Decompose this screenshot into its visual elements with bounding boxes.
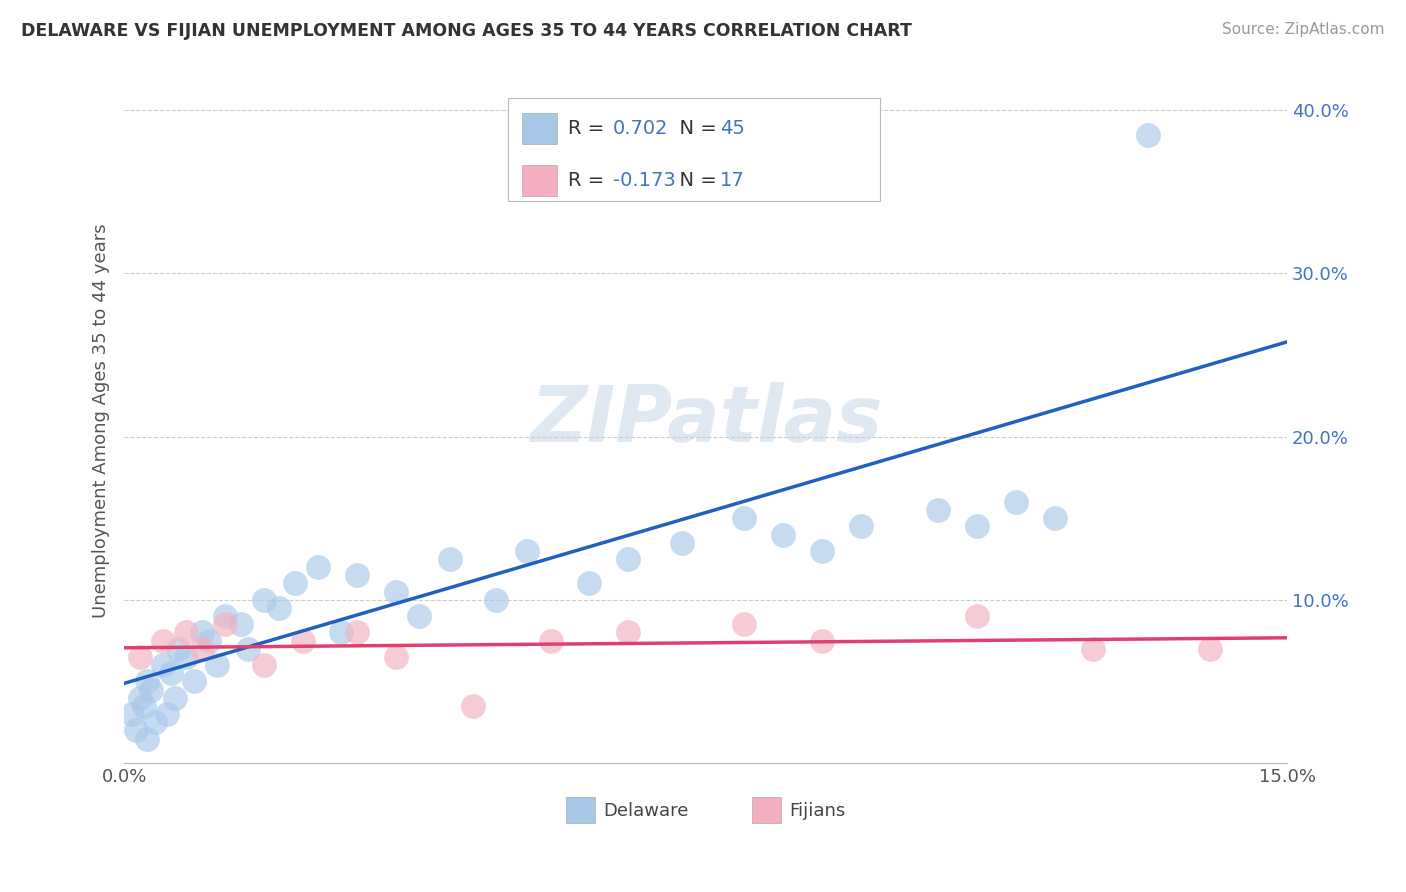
Text: N =: N = — [668, 120, 723, 138]
Point — [198, 633, 221, 648]
Point — [346, 568, 368, 582]
Point — [1083, 641, 1105, 656]
Point — [578, 576, 600, 591]
Point — [733, 511, 755, 525]
Bar — [522, 165, 557, 195]
Point — [128, 690, 150, 705]
Bar — [522, 113, 557, 145]
Point — [617, 625, 640, 640]
Point — [152, 633, 174, 648]
Point — [214, 609, 236, 624]
Point — [121, 707, 143, 722]
Point — [190, 641, 212, 656]
Point — [330, 625, 353, 640]
Point — [128, 649, 150, 664]
Point — [174, 625, 197, 640]
Point — [516, 544, 538, 558]
Point — [159, 666, 181, 681]
Point — [183, 674, 205, 689]
Point — [408, 609, 430, 624]
Point — [125, 723, 148, 738]
Point — [461, 698, 484, 713]
Point — [384, 649, 406, 664]
Point — [602, 152, 624, 166]
Point — [167, 641, 190, 656]
Point — [346, 625, 368, 640]
Point — [190, 625, 212, 640]
Text: R =: R = — [568, 170, 612, 190]
Point — [132, 698, 155, 713]
Text: R =: R = — [568, 120, 612, 138]
Point — [253, 592, 276, 607]
Y-axis label: Unemployment Among Ages 35 to 44 years: Unemployment Among Ages 35 to 44 years — [93, 223, 110, 617]
Point — [540, 633, 562, 648]
Point — [617, 552, 640, 566]
Point — [1004, 495, 1026, 509]
Point — [733, 617, 755, 632]
FancyBboxPatch shape — [508, 98, 880, 201]
Text: Source: ZipAtlas.com: Source: ZipAtlas.com — [1222, 22, 1385, 37]
Point — [136, 674, 159, 689]
Point — [849, 519, 872, 533]
Bar — [567, 797, 595, 823]
Point — [238, 641, 260, 656]
Point — [966, 609, 988, 624]
Point — [384, 584, 406, 599]
Text: N =: N = — [668, 170, 723, 190]
Point — [1198, 641, 1220, 656]
Point — [163, 690, 186, 705]
Point — [966, 519, 988, 533]
Point — [307, 560, 329, 574]
Point — [141, 682, 163, 697]
Point — [136, 731, 159, 746]
Point — [207, 658, 229, 673]
Point — [174, 649, 197, 664]
Point — [485, 592, 508, 607]
Point — [439, 552, 461, 566]
Text: Fijians: Fijians — [789, 802, 845, 820]
Point — [772, 527, 794, 541]
Text: DELAWARE VS FIJIAN UNEMPLOYMENT AMONG AGES 35 TO 44 YEARS CORRELATION CHART: DELAWARE VS FIJIAN UNEMPLOYMENT AMONG AG… — [21, 22, 912, 40]
Text: 45: 45 — [720, 120, 745, 138]
Point — [291, 633, 314, 648]
Point — [253, 658, 276, 673]
Point — [214, 617, 236, 632]
Point — [143, 715, 166, 730]
Point — [156, 707, 179, 722]
Point — [1043, 511, 1066, 525]
Point — [927, 503, 949, 517]
Point — [811, 544, 834, 558]
Text: 0.702: 0.702 — [613, 120, 668, 138]
Point — [229, 617, 252, 632]
Point — [671, 535, 693, 549]
Text: ZIPatlas: ZIPatlas — [530, 383, 882, 458]
Point — [269, 601, 291, 615]
Point — [284, 576, 307, 591]
Text: -0.173: -0.173 — [613, 170, 675, 190]
Point — [1136, 128, 1159, 142]
Point — [811, 633, 834, 648]
Text: 17: 17 — [720, 170, 744, 190]
Text: Delaware: Delaware — [603, 802, 689, 820]
Point — [152, 658, 174, 673]
Bar — [752, 797, 782, 823]
